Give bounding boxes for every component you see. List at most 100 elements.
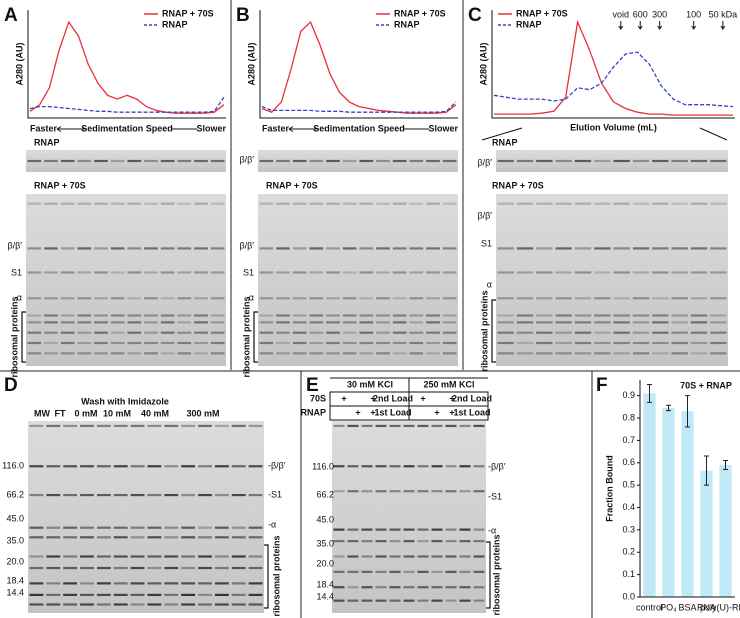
gel-band <box>342 247 357 250</box>
gel-band <box>431 599 443 602</box>
gel-band <box>96 593 111 596</box>
gel-band <box>417 599 429 602</box>
band-label: S1 <box>11 267 22 277</box>
gel-band <box>160 297 175 300</box>
gel-band <box>130 536 145 539</box>
gel-band <box>613 202 630 205</box>
gel-band <box>342 271 357 274</box>
gel-band <box>214 603 229 606</box>
gel-band <box>259 321 274 324</box>
bracket <box>253 311 258 363</box>
gel-band <box>94 271 108 274</box>
gel-band <box>473 586 485 589</box>
gel-band <box>574 202 592 205</box>
gel-band <box>292 271 307 274</box>
gel-band <box>376 202 390 205</box>
gel-band <box>214 526 229 529</box>
gel-band <box>27 202 42 205</box>
gel-band <box>198 493 212 497</box>
table-cell: + <box>355 407 360 417</box>
gel-band <box>473 528 485 531</box>
annotation: Sedimentation Speed <box>313 123 405 133</box>
band-label: α <box>17 292 22 302</box>
gel-band <box>417 586 429 589</box>
gel-band <box>96 582 111 585</box>
gel-image <box>258 150 458 172</box>
gel-image <box>26 150 226 172</box>
gel-band <box>342 202 357 205</box>
gel-band <box>342 297 357 300</box>
gel-band <box>473 424 485 428</box>
error-bar <box>685 395 690 428</box>
gel-band <box>459 555 471 558</box>
gel-band <box>536 247 553 250</box>
gel-band <box>632 352 650 355</box>
series-line <box>29 96 225 113</box>
gel-band <box>127 247 142 250</box>
mw-marker: 14.4 <box>6 587 24 597</box>
gel-band <box>46 555 61 558</box>
gel-band <box>259 159 274 163</box>
gel-band <box>347 490 359 493</box>
gel-band <box>342 331 357 334</box>
gel-band <box>127 321 142 324</box>
gel-band <box>177 341 192 345</box>
gel-band <box>613 331 630 334</box>
gel-band <box>259 314 274 317</box>
gel-band <box>130 603 145 606</box>
gel-band <box>181 593 196 596</box>
gel-band <box>181 465 196 468</box>
gel-band <box>409 159 424 163</box>
gel-band <box>110 321 125 324</box>
gel-band <box>164 465 179 468</box>
band-label: ribosomal proteins <box>479 290 489 371</box>
gel-band <box>164 493 179 497</box>
gel-band <box>375 540 387 543</box>
gel-band <box>459 570 471 573</box>
table-cell: + <box>370 407 375 417</box>
gel-band <box>44 341 58 345</box>
gel-band <box>690 159 708 163</box>
gel-band <box>164 555 179 558</box>
gel-band <box>389 599 401 602</box>
gel-band <box>80 603 94 606</box>
gel-band <box>359 331 374 334</box>
gel-band <box>194 314 208 317</box>
size-marker: 50 kDa <box>709 9 738 19</box>
gel-band <box>333 465 345 468</box>
gel-label: RNAP + 70S <box>34 180 86 190</box>
gel-band <box>333 528 345 531</box>
gel-band <box>710 331 727 334</box>
y-tick-label: 0.6 <box>622 457 635 467</box>
gel-band <box>359 314 374 317</box>
gel-band <box>77 321 92 324</box>
gel-band <box>516 159 534 163</box>
gel-band <box>127 159 142 163</box>
gel-band <box>181 536 196 539</box>
gel-band <box>632 202 650 205</box>
bar <box>643 393 656 597</box>
gel-band <box>44 321 58 324</box>
gel-band <box>127 341 142 345</box>
gel-band <box>231 566 246 570</box>
gel-band <box>96 536 111 539</box>
gel-band <box>177 314 192 317</box>
band-label: -β/β′ <box>488 461 506 471</box>
gel-band <box>473 490 485 493</box>
gel-band <box>389 528 401 531</box>
annotation: Slower <box>428 123 458 133</box>
gel-band <box>210 159 225 163</box>
y-tick-label: 0.3 <box>622 524 635 534</box>
error-bar <box>723 460 728 470</box>
gel-band <box>690 331 708 334</box>
gel-band <box>574 314 592 317</box>
gel-band <box>333 599 345 602</box>
gel-band <box>198 536 212 539</box>
bar <box>662 407 675 597</box>
gel-band <box>144 352 158 355</box>
gel-band <box>259 352 274 355</box>
gel-band <box>376 297 390 300</box>
legend-label: RNAP <box>394 19 420 29</box>
gel-band <box>445 424 457 428</box>
mw-marker: 116.0 <box>312 461 334 471</box>
